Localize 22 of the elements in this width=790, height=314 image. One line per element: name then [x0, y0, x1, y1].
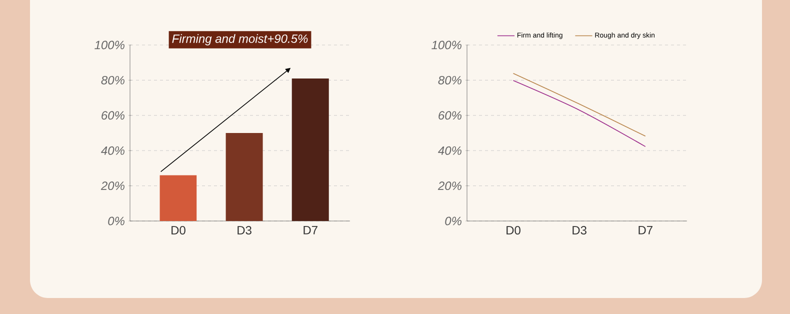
y-tick-label: 60% — [102, 111, 124, 120]
y-tick-label: 20% — [438, 182, 462, 190]
y-tick-label: 60% — [438, 111, 462, 120]
y-tick-label: 80% — [438, 76, 462, 84]
x-tick-label: D7 — [638, 226, 652, 234]
x-tick-label: D0 — [172, 226, 186, 235]
x-tick-label: D3 — [572, 226, 586, 235]
y-tick-label: 100% — [432, 40, 462, 50]
x-tick-label: D7 — [304, 226, 318, 234]
y-tick-label: 40% — [438, 146, 462, 155]
y-tick-label: 100% — [94, 40, 124, 50]
annotation: Firming and moist+90.5% — [172, 34, 308, 46]
x-tick-label: D0 — [506, 226, 520, 235]
bar — [292, 78, 329, 221]
y-tick-label: 40% — [101, 146, 124, 155]
y-tick-label: 0% — [445, 216, 462, 226]
bar — [160, 175, 197, 221]
y-tick-label: 80% — [101, 76, 124, 84]
y-tick-label: 20% — [100, 182, 124, 190]
y-tick-label: 0% — [108, 216, 124, 226]
x-tick-label: D3 — [238, 226, 252, 235]
bar — [226, 133, 263, 221]
